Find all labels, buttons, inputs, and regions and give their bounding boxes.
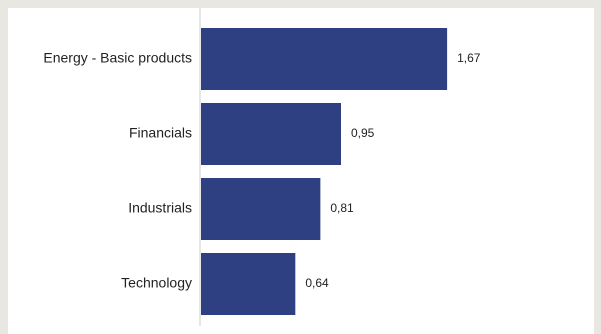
bar <box>201 253 296 315</box>
bar <box>201 103 341 165</box>
value-label: 0,81 <box>330 201 354 215</box>
category-label: Energy - Basic products <box>43 50 192 66</box>
chart-panel: Energy - Basic products 1,67 Financials 0,9… <box>8 8 594 334</box>
bar <box>201 28 448 90</box>
value-label: 1,67 <box>457 51 481 65</box>
value-label: 0,95 <box>351 126 375 140</box>
value-label: 0,64 <box>305 276 329 290</box>
category-label: Industrials <box>128 200 192 216</box>
category-label: Financials <box>129 125 192 141</box>
category-label: Technology <box>121 275 192 291</box>
bar-chart: Energy - Basic products 1,67 Financials 0,9… <box>43 8 481 326</box>
bar <box>201 178 321 240</box>
